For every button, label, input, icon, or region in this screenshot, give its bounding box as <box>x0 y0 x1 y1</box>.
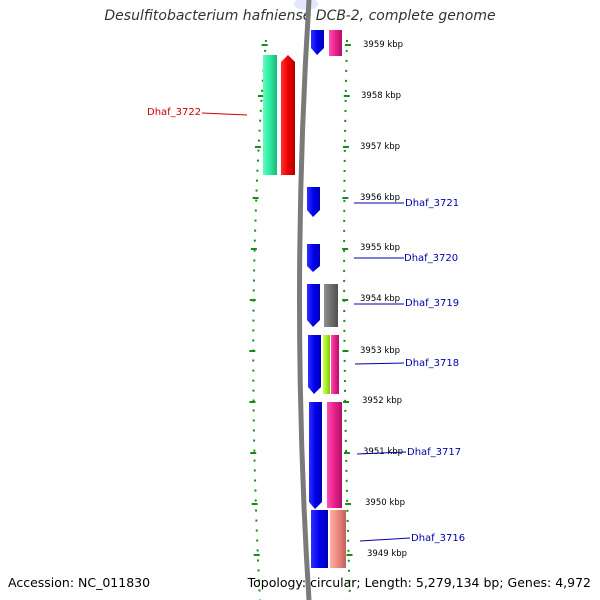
scale-label: 3951 kbp <box>363 447 403 457</box>
gene-arrow-dhaf-3718 <box>308 335 321 394</box>
leader-line-dhaf-3718 <box>354 362 405 365</box>
gene-arrow-top <box>311 30 324 55</box>
feature-magenta-top <box>329 30 342 56</box>
scale-label: 3958 kbp <box>361 91 401 101</box>
gene-label-dhaf-3720[interactable]: Dhaf_3720 <box>404 253 458 264</box>
gene-arrow-dhaf-3720 <box>307 244 320 272</box>
outer-tick-ring-right <box>343 39 351 600</box>
scale-label: 3956 kbp <box>360 193 400 203</box>
scale-label: 3952 kbp <box>362 396 402 406</box>
leader-line-dhaf-3717 <box>356 451 407 455</box>
genome-backbone <box>297 0 312 600</box>
gene-arrow-dhaf-3721 <box>307 187 320 217</box>
feature-magenta-low <box>327 402 342 508</box>
gene-arrow-dhaf-3719 <box>307 284 320 327</box>
gene-label-dhaf-3717[interactable]: Dhaf_3717 <box>407 447 461 458</box>
gene-label-dhaf-3719[interactable]: Dhaf_3719 <box>405 298 459 309</box>
gene-label-dhaf-3721[interactable]: Dhaf_3721 <box>405 198 459 209</box>
scale-label: 3955 kbp <box>360 243 400 253</box>
map-title: Desulfitobacterium hafniense DCB-2, comp… <box>104 8 496 24</box>
gene-arrow-dhaf-3716 <box>311 510 328 568</box>
backbone-highlight <box>294 0 318 10</box>
leader-line-dhaf-3716 <box>359 537 411 542</box>
gene-label-dhaf-3722[interactable]: Dhaf_3722 <box>147 107 201 118</box>
feature-magenta-mid <box>331 335 339 394</box>
gene-arrow-dhaf-3717 <box>309 402 322 509</box>
scale-label: 3949 kbp <box>367 549 407 559</box>
leader-line-dhaf-3722 <box>201 112 248 116</box>
topology-text: Topology: circular; Length: 5,279,134 bp… <box>247 575 591 590</box>
gene-label-dhaf-3716[interactable]: Dhaf_3716 <box>411 533 465 544</box>
gene-arrow-dhaf-3722 <box>281 55 295 175</box>
feature-salmon <box>330 510 346 568</box>
feature-green-left <box>263 55 277 175</box>
scale-label: 3953 kbp <box>360 346 400 356</box>
outer-tick-ring-left <box>252 39 267 600</box>
accession-text: Accession: NC_011830 <box>8 575 151 590</box>
scale-label: 3950 kbp <box>365 498 405 508</box>
gene-label-dhaf-3718[interactable]: Dhaf_3718 <box>405 358 459 369</box>
scale-label: 3957 kbp <box>360 142 400 152</box>
major-ticks <box>249 44 353 556</box>
scale-label: 3954 kbp <box>360 294 400 304</box>
feature-lime <box>323 335 330 394</box>
scale-label: 3959 kbp <box>363 40 403 50</box>
feature-gray <box>324 284 338 327</box>
